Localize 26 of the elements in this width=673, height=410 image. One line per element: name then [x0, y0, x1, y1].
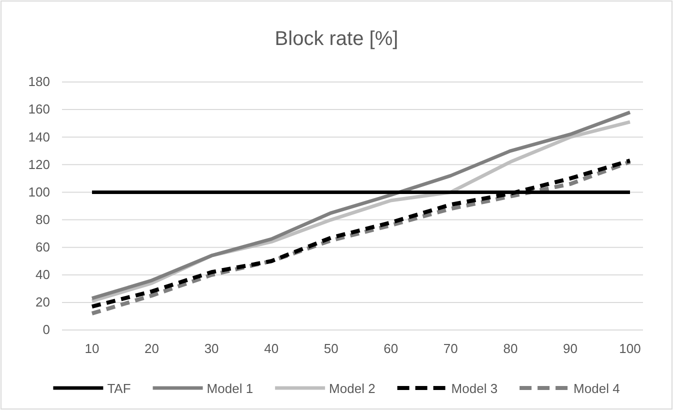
y-tick-label: 140 — [28, 129, 50, 144]
y-tick-label: 80 — [36, 212, 50, 227]
y-tick-label: 40 — [36, 267, 50, 282]
y-tick-label: 20 — [36, 294, 50, 310]
y-tick-label: 60 — [36, 239, 50, 254]
x-tick-label: 10 — [84, 341, 100, 356]
legend-label: Model 4 — [574, 381, 620, 396]
x-tick-label: 40 — [264, 341, 279, 356]
y-tick-label: 160 — [28, 102, 50, 117]
x-tick-label: 60 — [384, 341, 398, 356]
y-tick-label: 0 — [42, 322, 50, 338]
x-tick-label: 100 — [619, 341, 641, 356]
x-tick-label: 90 — [562, 341, 578, 356]
x-tick-label: 20 — [144, 341, 160, 356]
chart-title: Block rate [%] — [274, 28, 398, 50]
y-tick-label: 100 — [28, 184, 50, 200]
legend-label: TAF — [107, 381, 131, 396]
y-tick-label: 120 — [28, 156, 50, 172]
legend-label: Model 2 — [329, 381, 376, 396]
x-tick-label: 80 — [503, 341, 518, 356]
x-tick-label: 30 — [204, 341, 219, 356]
x-tick-label: 70 — [443, 341, 458, 356]
legend-label: Model 1 — [206, 381, 254, 396]
legend-label: Model 3 — [451, 381, 498, 396]
x-tick-label: 50 — [324, 341, 338, 356]
y-tick-label: 180 — [28, 74, 50, 90]
